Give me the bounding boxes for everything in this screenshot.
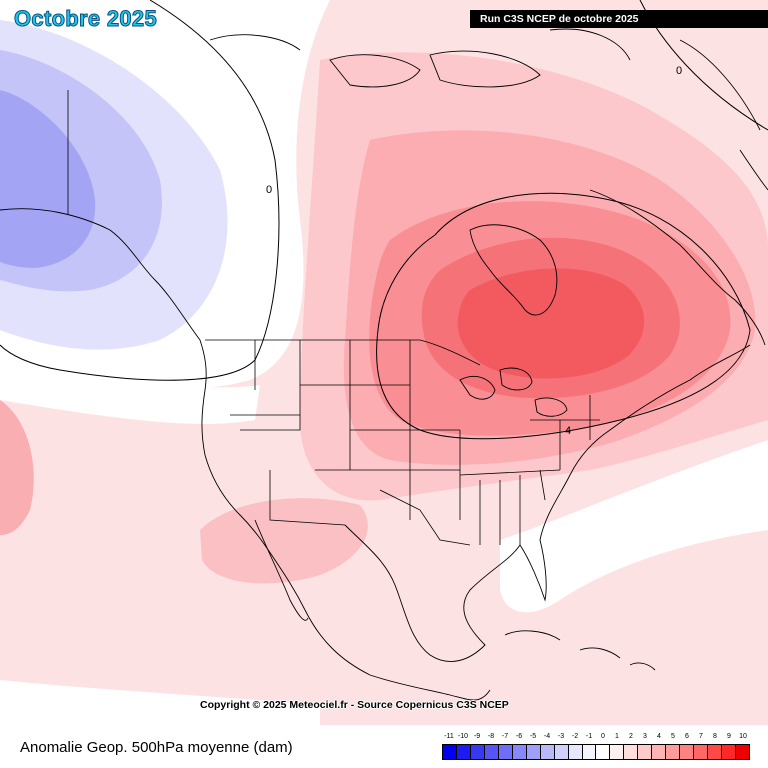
scale-label: -6 — [515, 733, 523, 740]
scale-label: -7 — [501, 733, 509, 740]
scale-swatch — [708, 745, 723, 759]
scale-swatch — [568, 745, 583, 759]
scale-swatch — [582, 745, 597, 759]
scale-label: 3 — [643, 733, 647, 740]
scale-label: 1 — [615, 733, 619, 740]
scale-label: 5 — [671, 733, 675, 740]
positive-anomaly-southwest — [200, 498, 368, 584]
contour-label-zero-west: 0 — [266, 184, 272, 196]
scale-swatch — [736, 745, 749, 759]
political-boundaries — [67, 90, 600, 546]
contour-label-zero-northeast: 0 — [676, 65, 682, 77]
neutral-band-west — [0, 352, 260, 424]
scale-label: -8 — [487, 733, 495, 740]
scale-swatch — [638, 745, 653, 759]
scale-swatch — [596, 745, 611, 759]
color-scale-labels: -11 -10 -9 -8 -7 -6 -5 -4 -3 -2 -1 0 1 2 3 4 5 6 7 8 9 10 — [442, 733, 750, 744]
contour-label-four: 4 — [565, 425, 571, 437]
neutral-band-southeast — [500, 440, 768, 613]
color-scale-boxes — [442, 744, 750, 760]
legend-title: Anomalie Geop. 500hPa moyenne (dam) — [20, 739, 293, 756]
positive-anomaly-west — [0, 400, 34, 535]
scale-label: 0 — [601, 733, 605, 740]
scale-label: -9 — [473, 733, 481, 740]
scale-swatch — [484, 745, 499, 759]
copyright-text: Copyright © 2025 Meteociel.fr - Source C… — [200, 699, 509, 711]
positive-anomaly-core — [457, 268, 645, 379]
scale-label: -10 — [457, 733, 469, 740]
scale-label: 4 — [657, 733, 661, 740]
scale-label: -11 — [444, 733, 454, 740]
scale-swatch — [666, 745, 681, 759]
scale-swatch — [512, 745, 527, 759]
scale-swatch — [610, 745, 625, 759]
scale-swatch — [498, 745, 513, 759]
scale-swatch — [470, 745, 485, 759]
coastlines — [0, 28, 768, 701]
scale-label: 8 — [713, 733, 717, 740]
scale-swatch — [526, 745, 541, 759]
scale-swatch — [652, 745, 667, 759]
scale-label: 6 — [685, 733, 689, 740]
scale-swatch — [624, 745, 639, 759]
scale-swatch — [456, 745, 471, 759]
scale-swatch — [694, 745, 709, 759]
anomaly-map: 0 0 4 — [0, 0, 768, 725]
scale-swatch — [722, 745, 737, 759]
scale-label: 10 — [739, 733, 747, 740]
scale-label: -2 — [571, 733, 579, 740]
color-scale: -11 -10 -9 -8 -7 -6 -5 -4 -3 -2 -1 0 1 2 3 4 5 6 7 8 9 10 — [442, 733, 750, 760]
scale-swatch — [680, 745, 695, 759]
negative-anomaly-inner — [0, 90, 96, 268]
scale-label: 9 — [727, 733, 731, 740]
scale-swatch — [443, 745, 457, 759]
neutral-band-south — [0, 680, 320, 725]
contour-line-zero-west — [0, 0, 280, 381]
scale-label: -4 — [543, 733, 551, 740]
scale-swatch — [540, 745, 555, 759]
scale-label: -1 — [585, 733, 593, 740]
contour-line-four — [376, 192, 751, 440]
map-title: Octobre 2025 — [13, 6, 158, 32]
scale-label: -5 — [529, 733, 537, 740]
scale-label: 2 — [629, 733, 633, 740]
legend-footer: Anomalie Geop. 500hPa moyenne (dam) -11-… — [0, 725, 768, 768]
scale-swatch — [554, 745, 569, 759]
scale-label: -3 — [557, 733, 565, 740]
scale-label: 7 — [699, 733, 703, 740]
run-label: Run C3S NCEP de octobre 2025 — [470, 10, 768, 28]
